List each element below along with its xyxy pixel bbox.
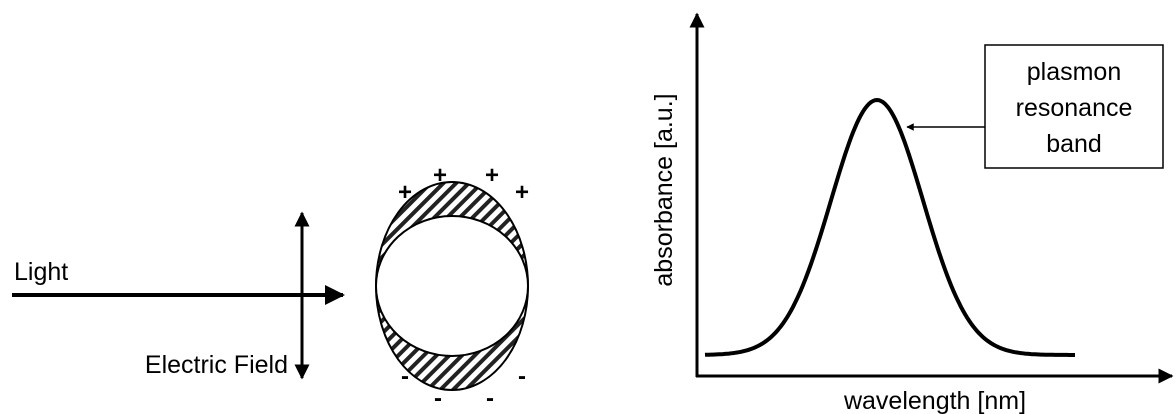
minus-charge: -	[434, 385, 442, 412]
plus-charge: +	[485, 162, 499, 189]
plus-charge: +	[398, 179, 412, 206]
x-axis-label: wavelength [nm]	[843, 387, 1026, 414]
annotation-box	[984, 44, 1164, 169]
plus-charge: +	[515, 179, 529, 206]
minus-charge: -	[486, 385, 494, 412]
absorbance-curve	[704, 97, 1075, 357]
y-axis-label: absorbance [a.u.]	[650, 93, 678, 286]
plus-charge: +	[433, 162, 447, 189]
annotation-line: plasmon	[1027, 58, 1122, 86]
light-label: Light	[14, 258, 68, 286]
annotation-line: band	[1046, 130, 1102, 158]
annotation-line: resonance	[1016, 94, 1133, 122]
minus-charge: -	[401, 363, 409, 390]
minus-charge: -	[518, 363, 526, 390]
field-label: Electric Field	[145, 351, 288, 379]
particle-core	[375, 215, 529, 357]
